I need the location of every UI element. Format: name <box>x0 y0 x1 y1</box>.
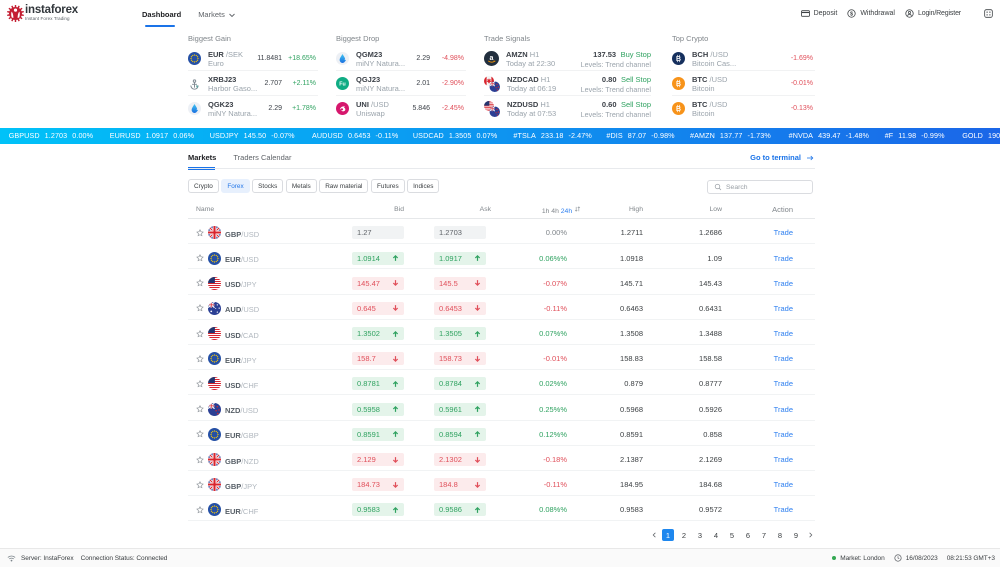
svg-text:a: a <box>490 55 494 62</box>
svg-text:B: B <box>676 81 681 88</box>
svg-text:$: $ <box>850 11 853 17</box>
svg-text:B: B <box>676 106 681 113</box>
svg-text:Fu: Fu <box>339 82 345 88</box>
svg-text:B: B <box>676 56 681 63</box>
